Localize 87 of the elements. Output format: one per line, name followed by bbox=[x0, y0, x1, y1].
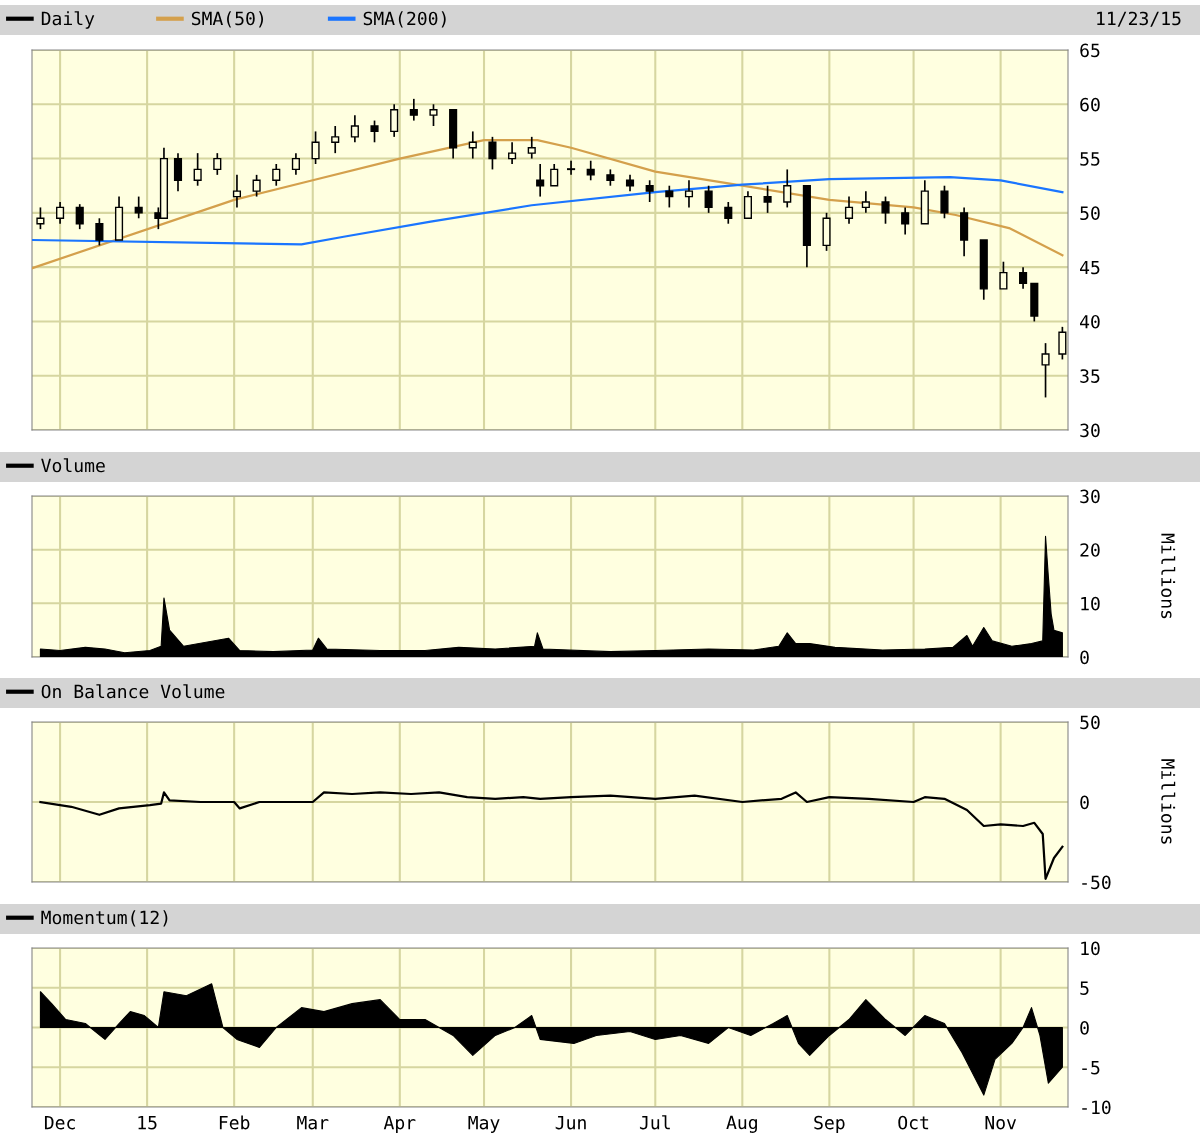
candlestick bbox=[724, 201, 733, 225]
candlestick bbox=[134, 195, 143, 220]
text: 11/23/15 bbox=[1097, 11, 1181, 27]
candlestick bbox=[844, 195, 854, 225]
x-tick-label: Apr bbox=[383, 1115, 416, 1133]
y-tick-label: 55 bbox=[1080, 152, 1100, 166]
candlestick bbox=[173, 152, 183, 192]
x-tick-label: Feb bbox=[219, 1115, 250, 1130]
candlestick bbox=[252, 174, 261, 198]
candlestick bbox=[704, 184, 713, 214]
y-tick-label: 50 bbox=[1080, 206, 1100, 221]
x-tick-label: May bbox=[468, 1115, 500, 1133]
x-tick-label: Jul bbox=[639, 1115, 670, 1130]
candlestick bbox=[763, 184, 772, 214]
candlestick bbox=[508, 141, 517, 165]
line-series bbox=[32, 139, 1064, 270]
candlestick bbox=[743, 190, 752, 220]
y-tick-label: 0 bbox=[1080, 795, 1089, 810]
y-tick-label: 60 bbox=[1080, 97, 1100, 112]
y-tick-label: 30 bbox=[1080, 489, 1100, 504]
y-tick-label: 5 bbox=[1080, 981, 1089, 995]
y-tick-label: 40 bbox=[1080, 314, 1100, 329]
legend-label: SMA(200) bbox=[363, 11, 446, 28]
legend-label: Momentum(12) bbox=[41, 910, 168, 927]
legend-label: On Balance Volume bbox=[41, 684, 225, 699]
candlestick bbox=[370, 119, 379, 144]
candlestick bbox=[409, 98, 418, 122]
candlestick bbox=[75, 203, 84, 230]
candlestick bbox=[881, 195, 890, 225]
y-tick-label: 30 bbox=[1080, 423, 1100, 438]
y-axis-title: Millions bbox=[1161, 533, 1176, 619]
candlestick bbox=[665, 184, 674, 209]
candlestick bbox=[1019, 266, 1028, 290]
y-tick-label: 0 bbox=[1080, 650, 1089, 665]
candlestick bbox=[684, 179, 694, 209]
candlestick bbox=[586, 159, 595, 182]
x-tick-label: Nov bbox=[985, 1115, 1017, 1130]
candlestick bbox=[291, 152, 300, 176]
y-tick-label: 65 bbox=[1080, 43, 1100, 58]
y-tick-label: -50 bbox=[1082, 875, 1111, 890]
candlestick bbox=[311, 130, 320, 165]
candlestick bbox=[488, 136, 497, 171]
candlestick bbox=[272, 163, 281, 187]
y-tick-label: -5 bbox=[1082, 1060, 1100, 1075]
candlestick bbox=[56, 201, 65, 225]
line-series bbox=[32, 175, 1064, 246]
candlestick bbox=[536, 163, 545, 198]
candlestick bbox=[940, 184, 949, 220]
candlestick bbox=[350, 114, 359, 144]
candlestick bbox=[390, 103, 399, 138]
candlestick bbox=[566, 159, 576, 176]
x-tick-label: 15 bbox=[138, 1115, 157, 1130]
x-tick-label: Jun bbox=[555, 1115, 586, 1130]
candlestick bbox=[999, 260, 1008, 290]
candlestick bbox=[193, 152, 202, 187]
candlestick bbox=[901, 206, 910, 236]
x-tick-label: Sep bbox=[814, 1115, 845, 1133]
y-tick-label: -10 bbox=[1082, 1100, 1111, 1115]
candlestick bbox=[232, 174, 242, 209]
candlestick bbox=[331, 125, 340, 154]
x-tick-label: Dec bbox=[44, 1115, 75, 1130]
x-tick-label: Oct bbox=[898, 1115, 929, 1130]
candlestick bbox=[95, 217, 104, 247]
y-tick-label: 10 bbox=[1081, 941, 1100, 956]
y-tick-label: 50 bbox=[1080, 715, 1100, 730]
x-tick-label: Mar bbox=[297, 1115, 329, 1130]
candlestick bbox=[861, 190, 870, 214]
candlestick bbox=[527, 136, 536, 160]
candlestick bbox=[645, 179, 654, 203]
y-tick-label: 0 bbox=[1080, 1021, 1089, 1035]
legend-label: Volume bbox=[41, 458, 105, 473]
candlestick bbox=[468, 130, 477, 160]
line-series bbox=[39, 791, 1064, 880]
legend-label: SMA(50) bbox=[191, 11, 264, 28]
candlestick bbox=[429, 103, 438, 127]
candlestick bbox=[783, 168, 792, 209]
legend-label: Daily bbox=[41, 11, 95, 29]
y-tick-label: 45 bbox=[1080, 260, 1100, 275]
y-tick-label: 20 bbox=[1080, 543, 1100, 557]
candlestick bbox=[550, 163, 559, 187]
candlestick bbox=[213, 152, 222, 176]
candlestick bbox=[36, 206, 45, 230]
x-tick-label: Aug bbox=[726, 1115, 757, 1133]
candlestick bbox=[1041, 342, 1050, 399]
y-axis-title: Millions bbox=[1161, 759, 1176, 844]
y-tick-label: 10 bbox=[1081, 596, 1100, 611]
y-tick-label: 35 bbox=[1080, 369, 1100, 383]
